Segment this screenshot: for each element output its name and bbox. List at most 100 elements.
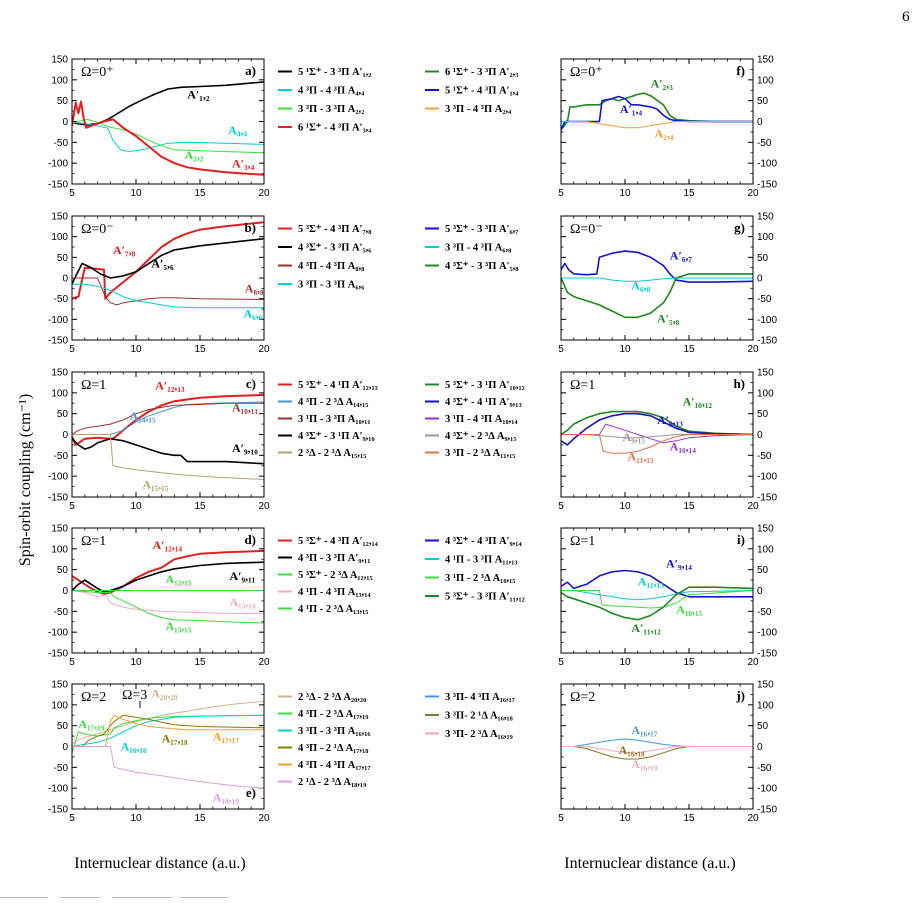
y-tick-label: -100 — [48, 472, 68, 483]
panel-letter: j) — [735, 688, 745, 703]
legend-entry: 3 ³Π - 2 ³Δ A₁₁,₁₅ — [445, 448, 515, 459]
x-tick-label: 20 — [258, 501, 270, 512]
series-line-2 — [561, 277, 753, 282]
footer-rule-2 — [60, 897, 100, 898]
legend-entry: 3 ³Π- 2 ¹Δ A₁₆,₁₈ — [445, 711, 513, 722]
legend-entry: 4 ³Π - 3 ³Π A′₉,₁₁ — [298, 553, 370, 564]
x-tick-label: 5 — [558, 344, 564, 355]
series-annotation: A′₅,₆ — [151, 257, 174, 271]
legend-entry: 5 ¹Σ⁺ - 3 ³Π A′₁,₂ — [298, 67, 371, 78]
x-tick-label: 10 — [130, 344, 142, 355]
y-tick-label: 0 — [757, 742, 763, 753]
panel-b: 5 10 15 20 150 100 50 0 -50 -100 -150 Ω=0⁻ b) A′₇,₈ A′… — [48, 212, 371, 356]
y-tick-label: -150 — [48, 336, 68, 347]
x-tick-label: 15 — [194, 657, 206, 668]
panel-g: 5 10 15 20 150 100 50 0 -50 -100 -150 Ω=0⁻ g) A′₆,₇ A₆… — [425, 212, 777, 355]
y-tick-label: 50 — [757, 565, 769, 576]
y-tick-label: 50 — [57, 253, 69, 264]
x-tick-label: 10 — [619, 813, 631, 824]
omega-label: Ω=1 — [570, 378, 595, 393]
series-line-2 — [72, 121, 264, 152]
series-annotation: A₁₁,₁₃ — [638, 575, 664, 589]
y-tick-label: 0 — [62, 430, 68, 441]
y-tick-label: 0 — [757, 274, 763, 285]
y-tick-label: -150 — [48, 649, 68, 660]
legend-entry: 5 ¹Σ⁺ - 4 ³Π A′₁,₄ — [445, 86, 519, 97]
omega-label: Ω=0⁺ — [570, 65, 603, 80]
x-tick-label: 10 — [130, 657, 142, 668]
legend-entry: 3 ³Π - 3 ³Π A₂,₂ — [298, 104, 364, 115]
series-line-3 — [72, 402, 264, 435]
series-line-5 — [72, 590, 264, 624]
y-tick-label: 100 — [51, 388, 68, 399]
series-annotation: A′₁₂,₁₄ — [153, 538, 183, 552]
panel-frame — [71, 215, 265, 341]
y-tick-label: 50 — [757, 721, 769, 732]
legend-entry: 4 ³Π - 4 ³Π A₄,₄ — [298, 86, 365, 97]
series-annotation: A₈,₈ — [245, 281, 264, 295]
series-line-3 — [561, 121, 753, 129]
legend-entry: 3 ¹Π - 2 ³Δ A₁₀,₁₅ — [445, 573, 515, 584]
y-tick-label: -50 — [757, 294, 772, 305]
legend-entry: 2 ³Δ - 2 ³Δ A₂₀,₂₀ — [298, 692, 366, 703]
panel-frame — [71, 371, 265, 498]
series-group — [561, 738, 753, 760]
y-tick-label: -50 — [54, 763, 69, 774]
panel-frame — [71, 58, 265, 185]
legend-entry: 4 ³Π - 2 ¹Δ A₁₇,₁₈ — [298, 743, 368, 754]
x-tick-label: 20 — [747, 344, 759, 355]
x-tick-label: 10 — [619, 501, 631, 512]
series-line-4 — [72, 714, 264, 747]
y-tick-label: 100 — [51, 232, 68, 243]
y-tick-label: 50 — [57, 721, 69, 732]
x-tick-label: 5 — [558, 813, 564, 824]
y-tick-label: 0 — [62, 117, 68, 128]
y-tick-label: 50 — [57, 96, 69, 107]
x-tick-label: 10 — [619, 657, 631, 668]
omega-label: Ω=0⁻ — [81, 222, 114, 237]
x-tick-label: 15 — [194, 344, 206, 355]
series-line-3 — [561, 746, 753, 754]
series-annotation: A₁₄,₁₅ — [130, 409, 156, 423]
legend-entry: 4 ³Π - 4 ³Π A₈,₈ — [298, 261, 364, 272]
x-tick-label: 15 — [683, 344, 695, 355]
series-group — [72, 81, 264, 176]
y-tick-label: 150 — [757, 212, 774, 223]
y-tick-label: -100 — [48, 784, 68, 795]
series-group — [72, 701, 264, 789]
x-tick-label: 10 — [130, 813, 142, 824]
series-line-4 — [561, 434, 753, 439]
y-tick-label: -50 — [54, 138, 69, 149]
legend-entry: 5 ³Σ⁺ - 3 ¹Π A′₁₀,₁₂ — [445, 380, 525, 391]
series-line-5 — [72, 434, 264, 480]
y-tick-label: 100 — [757, 232, 774, 243]
series-annotation: A₁₂,₁₅ — [165, 572, 191, 586]
y-tick-label: -100 — [757, 628, 777, 639]
y-tick-label: 0 — [62, 742, 68, 753]
y-tick-label: 150 — [51, 212, 68, 223]
series-line-1 — [72, 393, 264, 446]
x-tick-label: 5 — [558, 501, 564, 512]
omega-label: Ω=1 — [81, 378, 106, 393]
y-tick-label: 150 — [51, 368, 68, 379]
y-tick-label: -100 — [757, 315, 777, 326]
series-line-2 — [561, 590, 753, 601]
series-group — [561, 92, 753, 131]
y-tick-label: 0 — [62, 274, 68, 285]
series-annotation: A′₁₂,₁₃ — [155, 379, 185, 393]
legend-entry: 4 ¹Π - 2 ³Δ A₁₃,₁₅ — [298, 604, 368, 615]
series-annotation: A₁₇,₁₇ — [213, 729, 239, 743]
y-tick-label: 100 — [51, 700, 68, 711]
series-line-1 — [72, 701, 264, 745]
series-line-3 — [72, 277, 264, 306]
footer-rule-4 — [180, 897, 228, 898]
legend-entry: 3 ³Π - 4 ³Π A₂,₄ — [445, 104, 512, 115]
legend-entry: 4 ³Π - 2 ³Δ A₁₇,₁₉ — [298, 709, 368, 720]
x-tick-label: 5 — [69, 188, 75, 199]
y-tick-label: -150 — [48, 805, 68, 816]
panel-letter: c) — [246, 376, 256, 391]
x-tick-label: 5 — [558, 657, 564, 668]
